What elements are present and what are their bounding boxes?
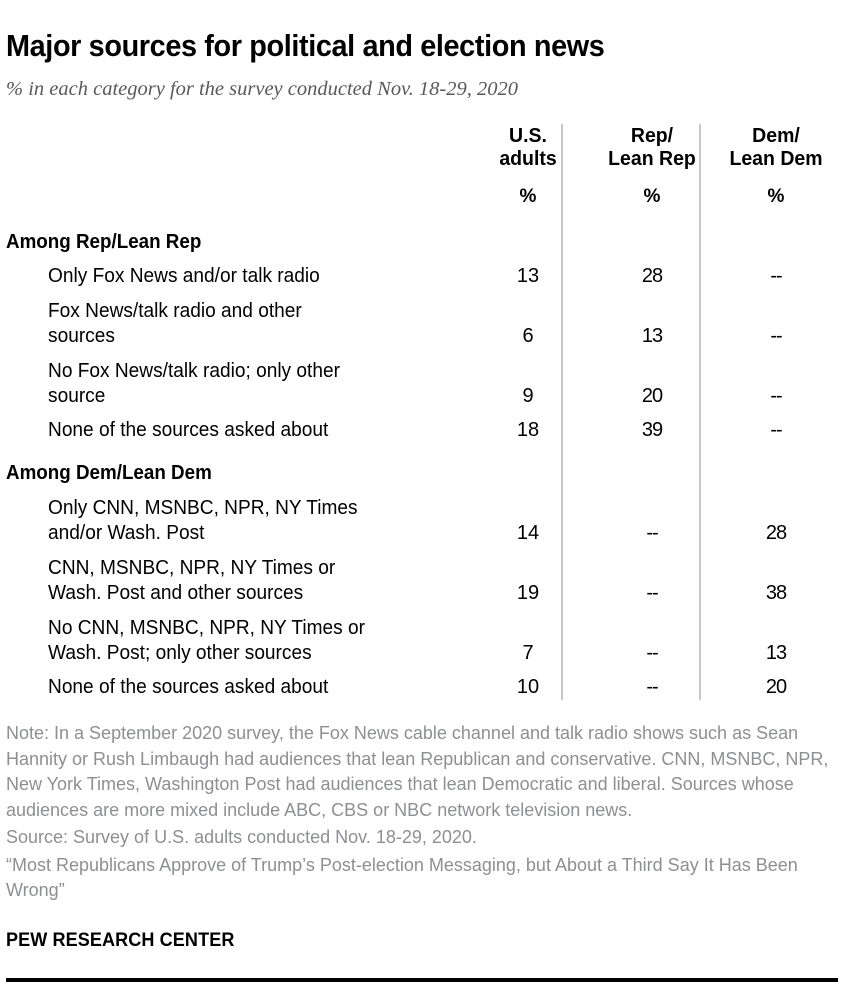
column-header-dem-lean-dem: Dem/ Lean Dem xyxy=(717,124,835,172)
header-row-units: % % % xyxy=(6,172,838,212)
row-label-line2: Wash. Post and other sources xyxy=(48,582,304,604)
row-label-line1: CNN, MSNBC, NPR, NY Times or xyxy=(48,557,336,579)
table-row: Only CNN, MSNBC, NPR, NY Times and/or Wa… xyxy=(6,486,838,546)
row-label: CNN, MSNBC, NPR, NY Times or Wash. Post … xyxy=(6,546,445,606)
row-label-line1: No Fox News/talk radio; only other xyxy=(48,360,340,382)
row-label: Only CNN, MSNBC, NPR, NY Times and/or Wa… xyxy=(6,486,445,546)
table-row: None of the sources asked about 10 -- 20 xyxy=(6,666,838,700)
cell-dem-lean-dem: -- xyxy=(770,419,782,441)
table-body: Among Rep/Lean Rep Only Fox News and/or … xyxy=(6,212,838,700)
column-header-line2: adults xyxy=(499,147,557,170)
source-text: Source: Survey of U.S. adults conducted … xyxy=(6,827,477,847)
row-label: None of the sources asked about xyxy=(48,676,329,698)
cell-rep-lean-rep: 28 xyxy=(641,265,663,287)
page-subtitle: % in each category for the survey conduc… xyxy=(6,78,518,100)
section-heading-dem: Among Dem/Lean Dem xyxy=(6,462,212,484)
column-header-line2: Lean Rep xyxy=(608,147,696,170)
report-title-text: “Most Republicans Approve of Trump’s Pos… xyxy=(6,854,798,901)
cell-dem-lean-dem: 13 xyxy=(765,642,787,664)
row-label: No Fox News/talk radio; only other sourc… xyxy=(6,349,445,409)
row-label: Only Fox News and/or talk radio xyxy=(48,265,320,287)
data-table-container: U.S. adults Rep/ Lean Rep Dem/ Lean Dem … xyxy=(6,124,838,700)
cell-rep-lean-rep: 13 xyxy=(641,325,663,347)
row-label-line2: Wash. Post; only other sources xyxy=(48,642,312,664)
section-heading-rep: Among Rep/Lean Rep xyxy=(6,231,202,253)
row-label: Fox News/talk radio and other sources xyxy=(6,289,445,349)
table-row: None of the sources asked about 18 39 -- xyxy=(6,409,838,443)
table-row: Fox News/talk radio and other sources 6 … xyxy=(6,289,838,349)
unit-rep-lean-rep: % xyxy=(643,186,661,207)
row-label: No CNN, MSNBC, NPR, NY Times or Wash. Po… xyxy=(6,606,445,666)
page-title: Major sources for political and election… xyxy=(6,28,605,63)
table-row: No Fox News/talk radio; only other sourc… xyxy=(6,349,838,409)
unit-dem-lean-dem: % xyxy=(767,186,785,207)
unit-spacer xyxy=(6,172,466,212)
footnotes: Note: In a September 2020 survey, the Fo… xyxy=(6,721,838,904)
row-label: None of the sources asked about xyxy=(48,419,329,441)
row-label-line2: source xyxy=(48,385,106,407)
column-divider-1 xyxy=(561,124,563,700)
row-label-line1: No CNN, MSNBC, NPR, NY Times or xyxy=(48,617,365,639)
table-header: U.S. adults Rep/ Lean Rep Dem/ Lean Dem … xyxy=(6,124,838,212)
cell-dem-lean-dem: -- xyxy=(770,325,782,347)
column-header-us-adults: U.S. adults xyxy=(469,124,587,172)
cell-us-adults: 14 xyxy=(516,522,540,544)
cell-dem-lean-dem: -- xyxy=(770,265,782,287)
cell-rep-lean-rep: -- xyxy=(646,642,658,664)
cell-us-adults: 6 xyxy=(522,325,534,347)
row-label-line1: Only CNN, MSNBC, NPR, NY Times xyxy=(48,497,358,519)
section-header-row: Among Dem/Lean Dem xyxy=(6,443,838,486)
row-label-line2: and/or Wash. Post xyxy=(48,522,205,544)
cell-rep-lean-rep: 20 xyxy=(641,385,663,407)
cell-rep-lean-rep: -- xyxy=(646,582,658,604)
cell-dem-lean-dem: -- xyxy=(770,385,782,407)
cell-dem-lean-dem: 28 xyxy=(765,522,787,544)
cell-us-adults: 10 xyxy=(516,676,540,698)
table-row: No CNN, MSNBC, NPR, NY Times or Wash. Po… xyxy=(6,606,838,666)
cell-us-adults: 19 xyxy=(516,582,540,604)
column-header-line1: Dem/ xyxy=(752,124,800,147)
cell-us-adults: 13 xyxy=(516,265,540,287)
section-header-row: Among Rep/Lean Rep xyxy=(6,212,838,255)
column-header-line1: Rep/ xyxy=(630,124,674,147)
table-row: CNN, MSNBC, NPR, NY Times or Wash. Post … xyxy=(6,546,838,606)
header-spacer xyxy=(6,124,466,172)
column-divider-2 xyxy=(699,124,701,700)
cell-us-adults: 7 xyxy=(522,642,534,664)
column-header-line2: Lean Dem xyxy=(729,147,823,170)
table-row: Only Fox News and/or talk radio 13 28 -- xyxy=(6,255,838,289)
unit-us-adults: % xyxy=(519,186,537,207)
sources-data-table: U.S. adults Rep/ Lean Rep Dem/ Lean Dem … xyxy=(6,124,838,700)
cell-rep-lean-rep: -- xyxy=(646,522,658,544)
cell-rep-lean-rep: 39 xyxy=(641,419,663,441)
row-label-line1: Fox News/talk radio and other xyxy=(48,300,302,322)
row-label-line2: sources xyxy=(48,325,115,347)
cell-rep-lean-rep: -- xyxy=(646,676,658,698)
cell-dem-lean-dem: 38 xyxy=(765,582,787,604)
pew-research-center-brand: PEW RESEARCH CENTER xyxy=(6,929,235,951)
cell-us-adults: 9 xyxy=(522,385,534,407)
bottom-divider xyxy=(6,977,838,982)
header-row-titles: U.S. adults Rep/ Lean Rep Dem/ Lean Dem xyxy=(6,124,838,172)
cell-us-adults: 18 xyxy=(516,419,540,441)
cell-dem-lean-dem: 20 xyxy=(765,676,787,698)
note-text: Note: In a September 2020 survey, the Fo… xyxy=(6,723,829,820)
column-header-rep-lean-rep: Rep/ Lean Rep xyxy=(593,124,711,172)
column-header-line1: U.S. xyxy=(509,124,547,147)
